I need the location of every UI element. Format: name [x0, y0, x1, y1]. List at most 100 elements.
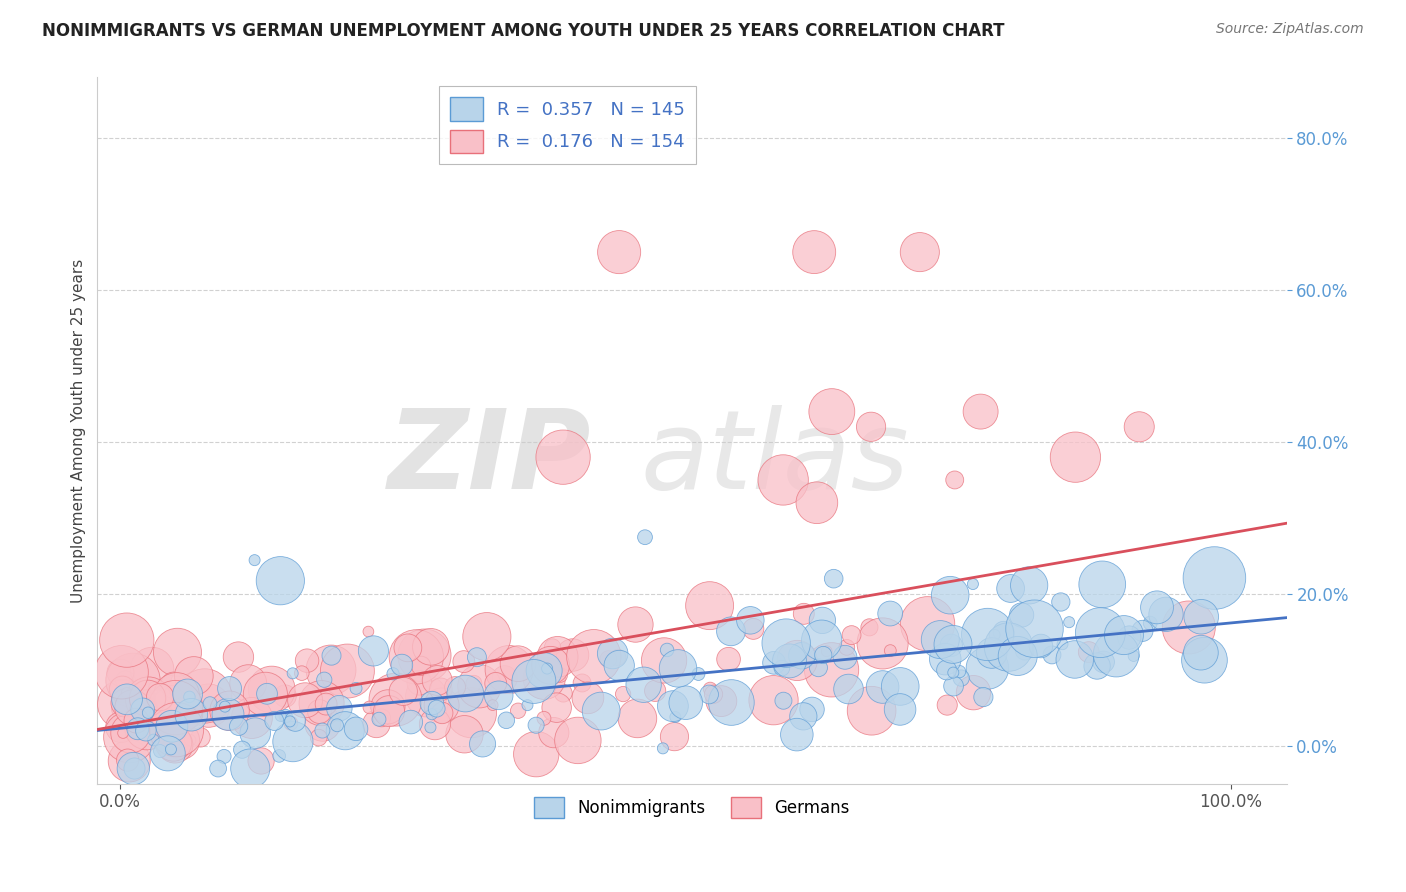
Point: [820, 663, 842, 677]
Point: [284, 714, 307, 728]
Point: [815, 644, 838, 658]
Point: [1077, 645, 1099, 659]
Point: [543, 725, 565, 739]
Point: [114, 673, 136, 688]
Point: [934, 652, 956, 666]
Point: [770, 661, 793, 675]
Point: [269, 574, 291, 588]
Point: [453, 655, 475, 669]
Point: [420, 707, 443, 722]
Point: [382, 666, 405, 681]
Point: [197, 698, 219, 713]
Point: [122, 762, 145, 776]
Point: [567, 733, 589, 747]
Point: [772, 694, 794, 708]
Point: [228, 650, 250, 665]
Point: [550, 668, 572, 682]
Point: [160, 719, 183, 733]
Point: [942, 679, 965, 693]
Point: [419, 721, 441, 735]
Point: [710, 694, 733, 708]
Point: [413, 648, 436, 663]
Point: [344, 722, 367, 736]
Point: [118, 754, 141, 768]
Point: [453, 727, 475, 741]
Point: [430, 682, 453, 697]
Point: [652, 653, 675, 667]
Point: [793, 607, 815, 621]
Point: [1024, 622, 1046, 636]
Point: [370, 711, 392, 725]
Point: [644, 684, 666, 698]
Point: [742, 622, 765, 636]
Point: [357, 624, 380, 639]
Point: [335, 723, 357, 738]
Point: [160, 742, 183, 756]
Point: [1018, 578, 1040, 592]
Point: [281, 734, 304, 748]
Point: [860, 419, 883, 434]
Point: [813, 648, 835, 662]
Point: [212, 749, 235, 764]
Text: atlas: atlas: [641, 405, 910, 512]
Point: [540, 658, 562, 673]
Point: [336, 664, 359, 678]
Point: [664, 730, 686, 744]
Point: [606, 650, 628, 665]
Point: [156, 747, 179, 761]
Point: [228, 719, 250, 733]
Point: [485, 676, 508, 690]
Point: [598, 652, 620, 666]
Point: [328, 701, 350, 715]
Point: [408, 675, 430, 690]
Point: [983, 628, 1005, 642]
Point: [115, 633, 138, 648]
Point: [823, 572, 845, 586]
Point: [917, 616, 939, 631]
Point: [166, 689, 188, 703]
Point: [860, 704, 883, 718]
Point: [149, 744, 172, 758]
Point: [699, 599, 721, 613]
Point: [1154, 607, 1177, 622]
Point: [790, 648, 813, 663]
Point: [281, 666, 304, 681]
Point: [377, 699, 399, 714]
Point: [1007, 648, 1029, 663]
Point: [516, 698, 538, 713]
Point: [319, 663, 342, 677]
Point: [174, 696, 197, 710]
Point: [475, 630, 498, 644]
Point: [121, 700, 143, 714]
Point: [465, 650, 488, 665]
Point: [426, 673, 449, 688]
Point: [1128, 419, 1150, 434]
Point: [582, 649, 605, 664]
Point: [763, 656, 786, 670]
Point: [972, 690, 994, 704]
Point: [837, 681, 859, 696]
Point: [976, 661, 998, 675]
Point: [269, 748, 291, 763]
Point: [762, 693, 785, 707]
Point: [143, 681, 166, 695]
Point: [115, 692, 138, 706]
Point: [270, 709, 292, 723]
Point: [962, 577, 984, 591]
Point: [321, 648, 343, 663]
Point: [1091, 577, 1114, 591]
Point: [481, 698, 503, 712]
Point: [295, 654, 318, 668]
Point: [1178, 620, 1201, 634]
Text: Source: ZipAtlas.com: Source: ZipAtlas.com: [1216, 22, 1364, 37]
Point: [607, 245, 630, 260]
Point: [163, 738, 186, 752]
Point: [941, 638, 963, 652]
Point: [460, 706, 482, 720]
Point: [942, 637, 965, 651]
Point: [576, 690, 599, 705]
Point: [1118, 631, 1140, 645]
Point: [607, 658, 630, 673]
Point: [1139, 616, 1161, 631]
Point: [260, 682, 283, 697]
